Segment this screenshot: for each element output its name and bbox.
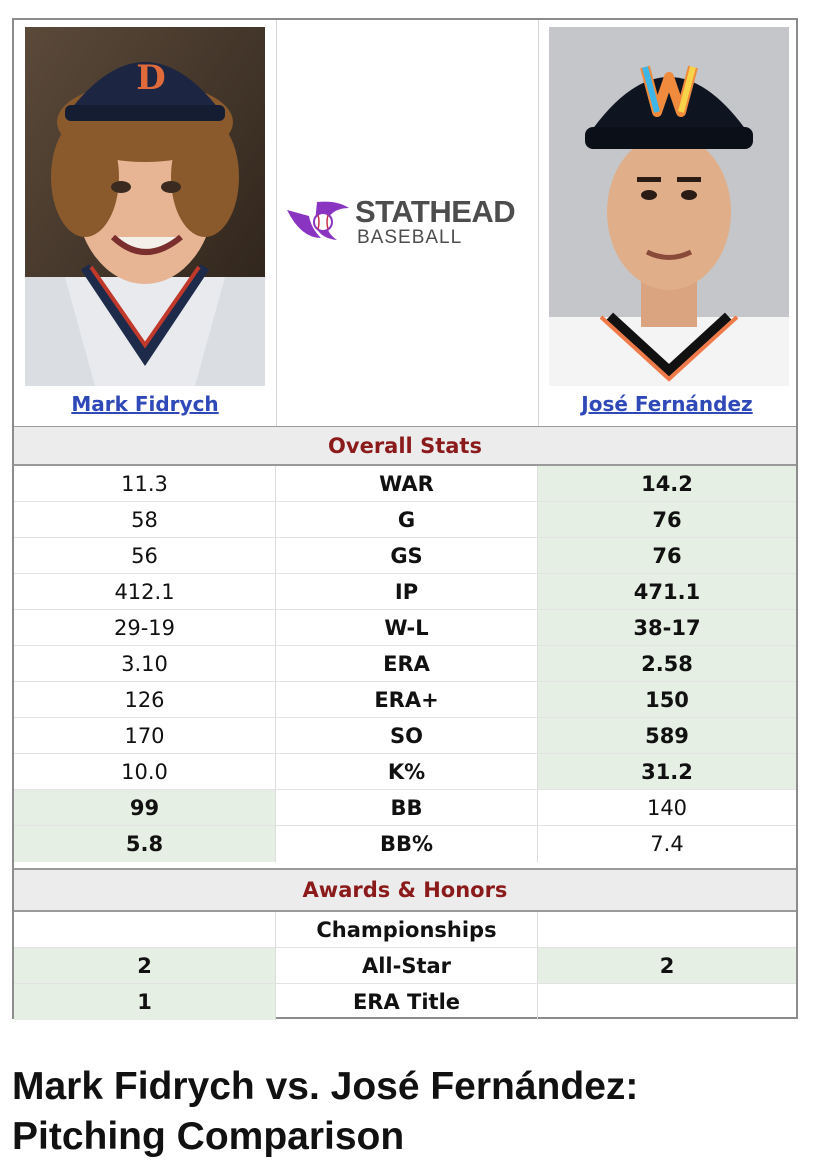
overall-row-w-l: 29-19 W-L 38-17	[14, 610, 796, 646]
so-right-value: 589	[538, 718, 796, 753]
overall-stats-table: 11.3 WAR 14.2 58 G 76 56 GS 76 412.1 IP 471.1 29-19 W…	[14, 466, 796, 862]
championships-right-value	[538, 912, 796, 947]
k-pct-label: K%	[276, 754, 538, 789]
overall-row-ip: 412.1 IP 471.1	[14, 574, 796, 610]
caption-line-1: Mark Fidrych vs. José Fernández:	[12, 1065, 639, 1108]
w-l-right-value: 38-17	[538, 610, 796, 645]
bb-label: BB	[276, 790, 538, 825]
so-label: SO	[276, 718, 538, 753]
g-right-value: 76	[538, 502, 796, 537]
overall-row-g: 58 G 76	[14, 502, 796, 538]
mark-fidrych-photo: D	[25, 27, 265, 386]
bb-pct-label: BB%	[276, 826, 538, 862]
all-star-right-value: 2	[538, 948, 796, 983]
bb-left-value: 99	[14, 790, 276, 825]
era-plus-left-value: 126	[14, 682, 276, 717]
overall-row-gs: 56 GS 76	[14, 538, 796, 574]
era-left-value: 3.10	[14, 646, 276, 681]
era-title-right-value	[538, 984, 796, 1020]
awards-table: Championships 2 All-Star 2 1 ERA Title	[14, 912, 796, 1020]
era-plus-right-value: 150	[538, 682, 796, 717]
ip-right-value: 471.1	[538, 574, 796, 609]
overall-row-era-plus: 126 ERA+ 150	[14, 682, 796, 718]
era-title-label: ERA Title	[276, 984, 538, 1020]
championships-left-value	[14, 912, 276, 947]
overall-row-bb: 99 BB 140	[14, 790, 796, 826]
player-header: D	[14, 20, 796, 427]
bb-pct-left-value: 5.8	[14, 826, 276, 862]
all-star-left-value: 2	[14, 948, 276, 983]
logo-title: STATHEAD	[355, 194, 516, 229]
war-label: WAR	[276, 466, 538, 501]
player-link-right[interactable]: José Fernández	[581, 392, 753, 416]
comparison-card: D	[12, 18, 798, 1020]
so-left-value: 170	[14, 718, 276, 753]
g-left-value: 58	[14, 502, 276, 537]
k-pct-left-value: 10.0	[14, 754, 276, 789]
page-caption: Mark Fidrych vs. José Fernández: Pitchin…	[12, 1062, 812, 1162]
overall-row-k-pct: 10.0 K% 31.2	[14, 754, 796, 790]
overall-row-bb-pct: 5.8 BB% 7.4	[14, 826, 796, 862]
era-plus-label: ERA+	[276, 682, 538, 717]
header-divider-left	[276, 20, 277, 426]
championships-label: Championships	[276, 912, 538, 947]
award-row-all-star: 2 All-Star 2	[14, 948, 796, 984]
overall-row-era: 3.10 ERA 2.58	[14, 646, 796, 682]
overall-row-so: 170 SO 589	[14, 718, 796, 754]
player-link-left[interactable]: Mark Fidrych	[71, 392, 219, 416]
jose-fernandez-photo	[549, 27, 789, 386]
era-label: ERA	[276, 646, 538, 681]
war-right-value: 14.2	[538, 466, 796, 501]
award-row-championships: Championships	[14, 912, 796, 948]
era-title-left-value: 1	[14, 984, 276, 1020]
caption-line-2: Pitching Comparison	[12, 1115, 405, 1158]
logo-subtitle: BASEBALL	[357, 227, 463, 248]
header-divider-right	[538, 20, 539, 426]
gs-right-value: 76	[538, 538, 796, 573]
bb-pct-right-value: 7.4	[650, 832, 684, 856]
ip-left-value: 412.1	[14, 574, 276, 609]
gs-label: GS	[276, 538, 538, 573]
svg-text:D: D	[136, 58, 165, 98]
awards-header: Awards & Honors	[14, 868, 796, 912]
all-star-label: All-Star	[276, 948, 538, 983]
ip-label: IP	[276, 574, 538, 609]
stathead-logo-icon	[287, 201, 349, 240]
bb-right-value: 140	[646, 795, 688, 820]
stathead-logo[interactable]: STATHEAD BASEBALL	[287, 190, 531, 250]
w-l-left-value: 29-19	[14, 610, 276, 645]
war-left-value: 11.3	[14, 466, 276, 501]
g-label: G	[276, 502, 538, 537]
award-row-era-title: 1 ERA Title	[14, 984, 796, 1020]
w-l-label: W-L	[276, 610, 538, 645]
era-right-value: 2.58	[538, 646, 796, 681]
k-pct-right-value: 31.2	[538, 754, 796, 789]
gs-left-value: 56	[14, 538, 276, 573]
overall-row-war: 11.3 WAR 14.2	[14, 466, 796, 502]
overall-stats-header: Overall Stats	[14, 426, 796, 466]
